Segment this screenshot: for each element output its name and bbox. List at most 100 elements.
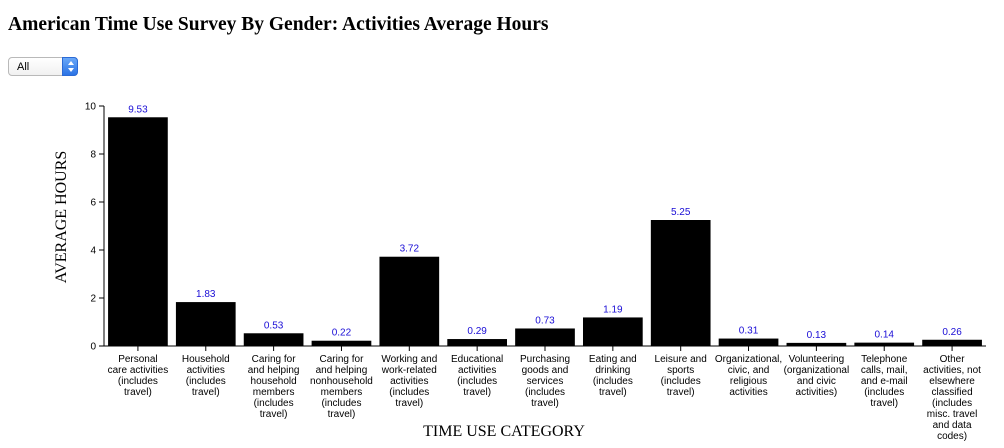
bar-value-label: 0.14	[874, 330, 894, 341]
category-label-line: travel)	[870, 398, 898, 409]
category-label-line: (includes	[457, 376, 497, 387]
category-label-line: and data	[933, 420, 972, 431]
category-label-line: Volunteering	[789, 354, 845, 365]
category-label-line: (includes	[864, 387, 904, 398]
category-label-line: activities	[187, 365, 225, 376]
category-label-line: (includes	[593, 376, 633, 387]
category-label: Personal care activities (includes travel)	[108, 354, 169, 398]
category-label-line: calls, mail,	[861, 365, 908, 376]
category-label-line: drinking	[595, 365, 630, 376]
category-label: Household activities (includes travel)	[182, 354, 230, 398]
category-label-line: work-related	[381, 365, 437, 376]
bar[interactable]	[175, 302, 236, 346]
bar[interactable]	[243, 333, 304, 346]
y-tick-label: 4	[90, 246, 96, 257]
bar-value-label: 1.19	[603, 304, 623, 315]
select-arrows-icon[interactable]	[62, 57, 78, 76]
y-tick-label: 10	[85, 102, 97, 113]
bar[interactable]	[786, 342, 847, 346]
category-label-line: classified	[932, 387, 973, 398]
gender-filter-value: All	[17, 61, 30, 73]
y-tick-label: 6	[90, 198, 96, 209]
category-label-line: (includes	[661, 376, 701, 387]
category-label-line: members	[253, 387, 295, 398]
category-label-line: travel)	[260, 409, 288, 420]
bar-value-label: 0.29	[467, 326, 487, 337]
category-label: Educational activities (includes travel)	[451, 354, 503, 398]
category-label-line: (includes	[321, 398, 361, 409]
category-label-line: (includes	[932, 398, 972, 409]
bar-value-label: 0.73	[535, 315, 555, 326]
bar[interactable]	[108, 117, 168, 346]
category-label-line: religious	[730, 376, 767, 387]
category-label-line: Caring for	[252, 354, 297, 365]
category-label-line: Personal	[118, 354, 157, 365]
bar[interactable]	[515, 328, 575, 346]
category-label-line: travel)	[667, 387, 695, 398]
bar-value-label: 0.26	[942, 327, 962, 338]
category-label-line: misc. travel	[927, 409, 978, 420]
chevron-up-icon	[68, 61, 74, 65]
category-labels: Personal care activities (includes travel)H…	[108, 354, 982, 442]
category-label-line: Household	[182, 354, 230, 365]
category-label-line: Telephone	[861, 354, 908, 365]
category-label-line: members	[321, 387, 363, 398]
category-label: Purchasing goods and services (includes trav…	[520, 354, 570, 409]
category-label-line: and civic	[797, 376, 836, 387]
category-label-line: travel)	[124, 387, 152, 398]
bar-value-label: 5.25	[671, 207, 691, 218]
category-label-line: (includes	[254, 398, 294, 409]
category-label-line: goods and	[522, 365, 569, 376]
category-label-line: codes)	[937, 431, 967, 442]
bar-value-label: 0.13	[807, 330, 827, 341]
category-label-line: Educational	[451, 354, 503, 365]
category-label-line: (includes	[118, 376, 158, 387]
bar-value-label: 0.53	[264, 320, 284, 331]
bar[interactable]	[718, 338, 779, 346]
category-label-line: Organizational,	[715, 354, 782, 365]
category-label-line: household	[251, 376, 297, 387]
bar[interactable]	[650, 220, 711, 346]
y-axis-title: AVERAGE HOURS	[53, 151, 70, 284]
category-label-line: and helping	[316, 365, 368, 376]
category-label-line: travel)	[463, 387, 491, 398]
y-tick-label: 8	[90, 150, 96, 161]
bar-value-label: 0.22	[332, 328, 352, 339]
category-label-line: (organizational	[784, 365, 850, 376]
category-label-line: and helping	[248, 365, 300, 376]
category-label-line: elsewhere	[929, 376, 975, 387]
category-label-line: activities	[390, 376, 428, 387]
bar[interactable]	[922, 339, 982, 346]
category-label-line: and e-mail	[861, 376, 908, 387]
category-label-line: Caring for	[320, 354, 365, 365]
category-label: Working and work-related activities (includ…	[381, 354, 438, 409]
bar-value-label: 0.31	[739, 326, 759, 337]
bar[interactable]	[582, 317, 643, 346]
category-label-line: activities	[458, 365, 496, 376]
category-label-line: travel)	[192, 387, 220, 398]
category-label-line: (includes	[525, 387, 565, 398]
bars	[108, 117, 982, 346]
gender-filter-select[interactable]: All	[8, 57, 78, 76]
category-label: Telephone calls, mail, and e-mail (includes…	[861, 354, 908, 409]
bar[interactable]	[854, 342, 915, 346]
category-label: Volunteering (organizational and civic acti…	[784, 354, 850, 398]
category-label-line: (includes	[389, 387, 429, 398]
page-title: American Time Use Survey By Gender: Acti…	[8, 14, 549, 35]
bar[interactable]	[311, 340, 372, 346]
bar[interactable]	[379, 256, 440, 346]
chevron-down-icon	[68, 68, 74, 72]
category-label: Other activities, not elsewhere classified(…	[923, 354, 981, 442]
category-label-line: sports	[667, 365, 694, 376]
category-label-line: Other	[940, 354, 966, 365]
category-label-line: activities	[729, 387, 767, 398]
category-label-line: services	[527, 376, 564, 387]
category-label: Organizational, civic, and religious activi…	[715, 354, 782, 398]
category-label-line: travel)	[531, 398, 559, 409]
bar-value-label: 9.53	[128, 104, 148, 115]
category-label-line: Eating and	[589, 354, 637, 365]
category-label: Caring for and helping household members (in…	[248, 354, 300, 420]
bar[interactable]	[447, 339, 508, 346]
x-axis	[104, 345, 986, 351]
category-label-line: care activities	[108, 365, 169, 376]
